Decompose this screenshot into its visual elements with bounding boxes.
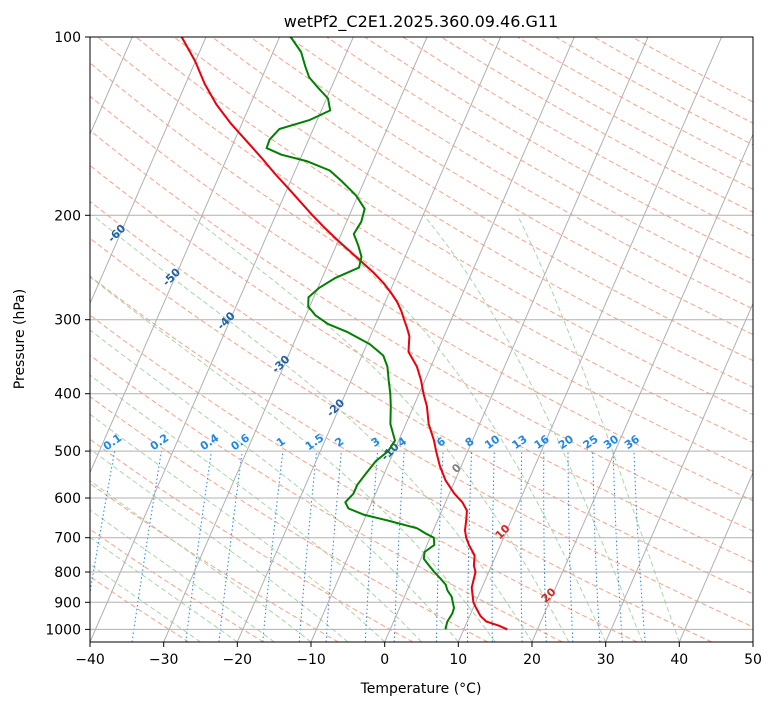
y-tick-label: 100 [54,30,81,46]
x-tick-label: −40 [75,652,105,668]
moist-adiabat-line [517,215,680,642]
y-axis-label: Pressure (hPa) [12,289,28,389]
y-tick-label: 600 [54,491,81,507]
plot-background [90,37,753,642]
dry-adiabat-line [173,37,753,388]
moist-adiabat-line [92,214,533,642]
isotherm-line [605,302,753,642]
moist-adiabat-line [90,479,312,642]
dry-adiabat-line [90,575,190,642]
isotherm-line [752,640,753,642]
isotherm-line [90,37,207,305]
dry-adiabat-line [90,354,563,642]
mixing-ratio-line [262,451,284,642]
x-tick-label: −10 [296,652,326,668]
temperature-line [180,37,508,631]
y-tick-label: 200 [54,208,81,224]
x-axis-ticks: −40 −30 −20 −10 0 10 20 30 40 50 [75,642,762,668]
dry-adiabats [90,37,753,642]
mixing-ratio-line [325,451,342,642]
dry-adiabat-line [96,37,753,444]
moist-adiabat-line [90,329,459,642]
dry-adiabat-line [287,37,753,310]
y-tick-label: 300 [54,313,81,329]
x-tick-label: 40 [670,652,688,668]
isotherm-label: -80 [0,134,19,157]
dry-adiabat-line [90,129,753,532]
chart-title: wetPf2_C2E1.2025.360.09.46.G11 [284,12,558,32]
isotherm-line [457,37,723,642]
dry-adiabat-line [90,528,264,642]
dry-adiabat-line [90,62,753,472]
x-axis-label: Temperature (°C) [360,681,482,697]
dry-adiabat-line [249,37,753,336]
dewpoint-line [265,37,455,630]
x-tick-label: −20 [223,652,253,668]
dry-adiabat-line [135,37,753,416]
y-tick-label: 1000 [45,622,81,638]
mixing-ratio-line [298,451,318,642]
x-tick-label: 20 [523,652,541,668]
moist-adiabat-line [90,536,238,642]
dry-adiabat-line [211,37,753,362]
dry-adiabat-line [90,95,753,502]
profile-series [180,37,508,631]
moist-adiabat-line [90,374,422,642]
y-tick-label: 500 [54,444,81,460]
mixing-ratio-line [185,451,212,642]
mixing-ratio-line [218,451,243,642]
isotherm-line [163,37,428,642]
moist-adiabat-line [306,214,607,642]
moist-adiabat-line [90,563,201,642]
dry-adiabat-line [325,37,753,285]
pressure-gridlines [90,37,753,630]
isotherms [90,37,753,642]
dry-adiabat-line [90,314,638,642]
x-tick-label: 30 [597,652,615,668]
isotherm-line [531,132,753,642]
isotherm-line [90,37,281,474]
y-tick-label: 900 [54,595,81,611]
x-tick-label: 0 [380,652,389,668]
y-axis-ticks: 100 200 300 400 500 600 700 800 900 1000 [45,30,90,638]
isotherm-label: -70 [51,178,74,201]
isotherm-line [236,37,502,642]
y-tick-label: 700 [54,531,81,547]
isotherm-line [90,37,354,642]
x-tick-label: 10 [449,652,467,668]
isotherm-line [678,471,753,642]
dry-adiabat-line [363,37,753,261]
x-tick-label: 50 [744,652,762,668]
moist-adiabat-line [423,214,643,642]
dry-adiabat-line [90,200,753,595]
y-tick-label: 800 [54,565,81,581]
isotherm-line [310,37,575,642]
dry-adiabat-line [90,164,753,563]
isotherm-line [384,37,649,642]
x-tick-label: −30 [149,652,179,668]
dry-adiabat-line [90,396,488,642]
y-tick-label: 400 [54,387,81,403]
moist-adiabat-line [90,276,496,642]
plot-frame [89,36,754,643]
